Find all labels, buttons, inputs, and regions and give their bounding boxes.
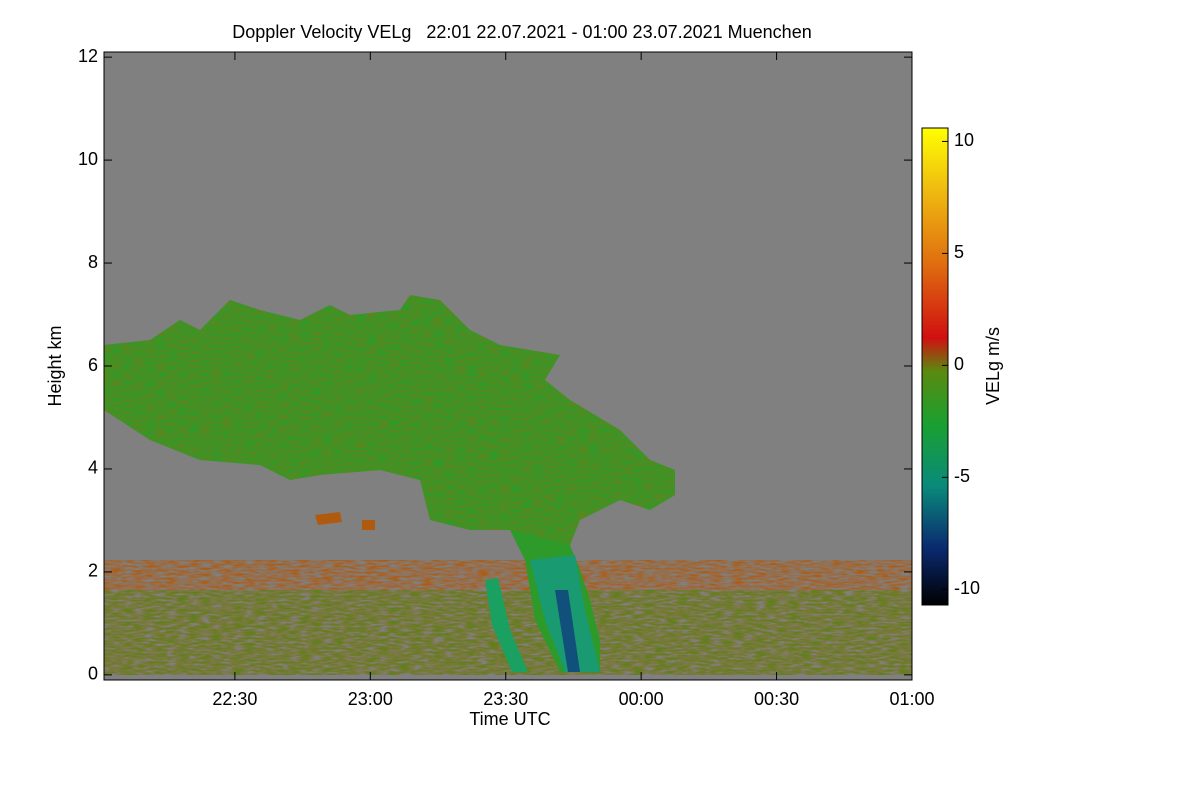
colorbar-tick-label: -5 — [954, 466, 970, 486]
x-tick-label: 00:00 — [619, 689, 664, 709]
colorbar-tick-label: 0 — [954, 354, 964, 374]
x-axis-label: Time UTC — [469, 709, 550, 729]
rain-streak — [485, 578, 528, 672]
y-tick-label: 10 — [78, 149, 98, 169]
colorbar-tick-label: 10 — [954, 130, 974, 150]
y-tick-label: 12 — [78, 46, 98, 66]
rain-shaft-core — [555, 590, 580, 672]
colorbar-label: VELg m/s — [983, 327, 1003, 405]
y-tick-label: 0 — [88, 664, 98, 684]
y-tick-label: 2 — [88, 561, 98, 581]
x-tick-label: 00:30 — [754, 689, 799, 709]
colorbar — [921, 127, 949, 606]
echo-fragment — [315, 512, 342, 525]
x-tick-label: 23:00 — [348, 689, 393, 709]
x-tick-label: 01:00 — [889, 689, 934, 709]
y-tick-label: 4 — [88, 458, 98, 478]
x-tick-label: 22:30 — [212, 689, 257, 709]
chart-title: Doppler Velocity VELg 22:01 22.07.2021 -… — [232, 22, 811, 42]
cloud-echo-texture — [104, 295, 675, 545]
plot-area — [104, 52, 912, 680]
x-tick-label: 23:30 — [483, 689, 528, 709]
echo-fragment — [362, 520, 375, 530]
y-axis-label: Height km — [45, 325, 65, 406]
colorbar-tick-label: 5 — [954, 242, 964, 262]
y-tick-label: 6 — [88, 355, 98, 375]
y-tick-label: 8 — [88, 252, 98, 272]
colorbar-tick-label: -10 — [954, 578, 980, 598]
